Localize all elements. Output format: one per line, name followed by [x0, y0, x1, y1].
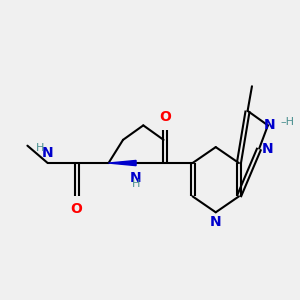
Text: N: N — [210, 214, 222, 229]
Text: H: H — [132, 179, 140, 189]
Text: N: N — [42, 146, 53, 160]
Text: N: N — [130, 171, 142, 185]
Text: O: O — [71, 202, 82, 216]
Polygon shape — [109, 160, 136, 166]
Text: –H: –H — [281, 118, 295, 128]
Text: N: N — [262, 142, 274, 156]
Text: O: O — [159, 110, 171, 124]
Text: H: H — [36, 143, 45, 153]
Text: N: N — [263, 118, 275, 132]
